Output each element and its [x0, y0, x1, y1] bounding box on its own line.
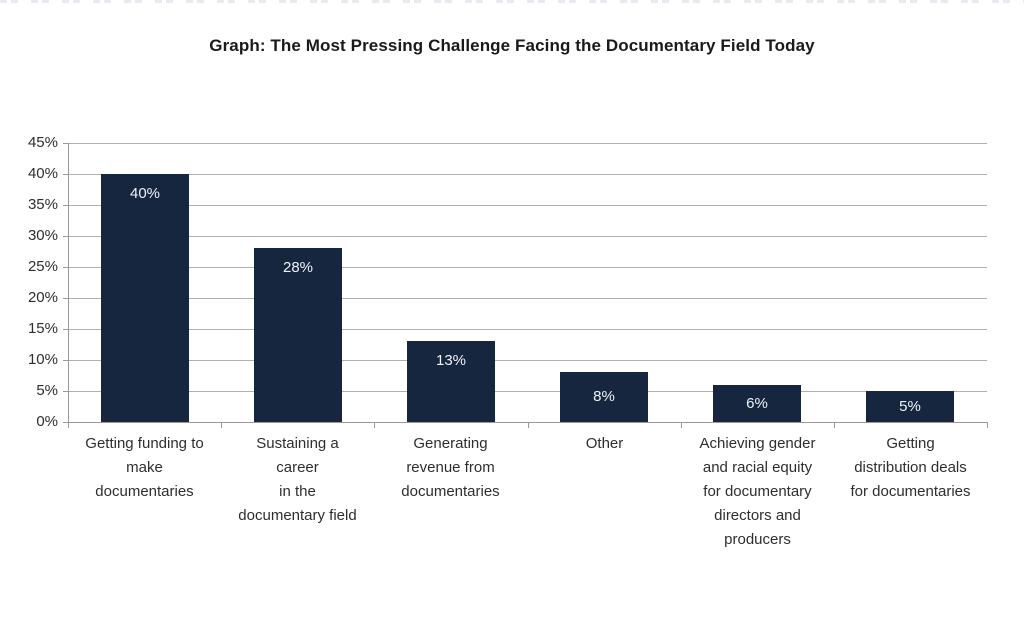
y-tick-label: 5% [36, 382, 58, 399]
bar: 40% [101, 174, 189, 422]
y-tick-label: 35% [27, 196, 58, 213]
gridline [68, 267, 987, 268]
category-label: Getting funding to make documentaries [85, 435, 204, 500]
gridline [68, 298, 987, 299]
category-label: Getting distribution deals for documenta… [850, 435, 971, 500]
x-axis-tick [987, 422, 988, 428]
category-label: Generating revenue from documentaries [401, 435, 500, 500]
y-tick-label: 0% [36, 413, 58, 430]
chart-title: Graph: The Most Pressing Challenge Facin… [209, 36, 815, 55]
y-axis-tick [63, 205, 68, 206]
y-axis-tick [63, 143, 68, 144]
gridline [68, 391, 987, 392]
x-axis-tick [68, 422, 69, 428]
x-axis-line [63, 422, 988, 423]
bar-value-label: 5% [899, 397, 921, 415]
top-dashed-border [0, 0, 1024, 3]
x-axis-tick [834, 422, 835, 428]
y-axis-tick [63, 174, 68, 175]
bar-value-label: 40% [129, 185, 161, 202]
y-tick-label: 10% [27, 351, 58, 368]
gridline [68, 143, 987, 144]
gridline [68, 329, 987, 330]
y-tick-label: 30% [27, 227, 58, 244]
category-label: Sustaining a career in the documentary f… [238, 435, 357, 524]
bar: 5% [866, 391, 954, 422]
y-tick-label: 40% [27, 165, 58, 182]
y-axis-tick [63, 360, 68, 361]
bar: 13% [407, 341, 495, 422]
x-axis-tick [681, 422, 682, 428]
y-axis-tick [63, 298, 68, 299]
bar: 8% [560, 372, 648, 422]
bar-value-label: 8% [593, 388, 615, 405]
y-tick-label: 45% [27, 134, 58, 151]
bar-value-label: 13% [435, 352, 467, 369]
x-axis-tick [528, 422, 529, 428]
y-axis-tick [63, 236, 68, 237]
y-tick-label: 15% [27, 320, 58, 337]
bar-value-label: 6% [746, 394, 768, 412]
y-axis-tick [63, 391, 68, 392]
y-tick-label: 25% [27, 258, 58, 275]
category-label: Other [585, 435, 624, 452]
x-axis-tick [374, 422, 375, 428]
gridline [68, 205, 987, 206]
bar: 6% [713, 385, 801, 422]
bar: 28% [254, 248, 342, 422]
bar-value-label: 28% [282, 259, 314, 276]
category-label: Achieving gender and racial equity for d… [699, 435, 816, 548]
y-tick-label: 20% [27, 289, 58, 306]
gridline [68, 360, 987, 361]
y-axis-tick [63, 267, 68, 268]
y-axis-tick [63, 329, 68, 330]
x-axis-tick [221, 422, 222, 428]
y-axis-line [68, 143, 69, 423]
gridline [68, 236, 987, 237]
gridline [68, 174, 987, 175]
